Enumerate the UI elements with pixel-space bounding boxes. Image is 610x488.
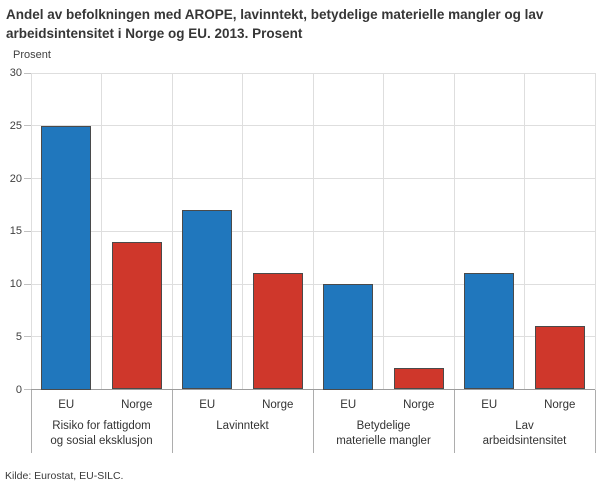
y-tick (24, 178, 31, 179)
group-separator (171, 389, 173, 453)
y-tick-label: 20 (9, 172, 22, 185)
group-separator (30, 389, 32, 453)
bar-eu-g0 (41, 125, 92, 390)
bar-eu-g3 (464, 273, 515, 390)
y-tick (24, 72, 31, 74)
y-tick (24, 283, 31, 285)
group-label-line: arbeidsintensitet (482, 435, 567, 447)
v-gridline (312, 73, 314, 390)
group-label-line: Lavinntekt (216, 420, 269, 432)
y-tick (24, 389, 31, 390)
y-tick (24, 230, 31, 232)
group-label-line: Lav (515, 420, 534, 432)
x-label-eu-g0: EU (58, 399, 75, 411)
x-label-norge-g2: Norge (403, 399, 435, 411)
v-gridline (30, 73, 32, 390)
y-tick (24, 336, 31, 338)
v-gridline (242, 73, 243, 390)
y-tick-label: 0 (15, 383, 22, 396)
y-tick-label: 10 (9, 278, 22, 290)
bar-eu-g2 (323, 284, 374, 390)
v-gridline (101, 73, 102, 390)
x-label-norge-g0: Norge (121, 399, 153, 411)
group-label-line: Risiko for fattigdom (52, 420, 151, 432)
x-label-norge-g1: Norge (262, 399, 294, 411)
v-gridline (453, 73, 455, 390)
group-label-0: Risiko for fattigdom og sosial eksklusjon (31, 419, 172, 449)
bar-norge-g0 (111, 241, 162, 390)
group-label-line: Betydelige (356, 420, 411, 432)
group-label-line: materielle mangler (336, 435, 431, 447)
group-label-3: Lav arbeidsintensitet (454, 419, 595, 449)
y-tick (24, 125, 31, 127)
source-note: Kilde: Eurostat, EU-SILC. (5, 470, 124, 482)
group-separator (594, 389, 596, 453)
v-gridline (524, 73, 525, 390)
y-tick-label: 30 (9, 67, 22, 79)
y-axis-title: Prosent (13, 49, 51, 61)
x-label-eu-g3: EU (481, 399, 498, 411)
group-label-2: Betydelige materielle mangler (313, 419, 454, 449)
v-gridline (594, 73, 596, 390)
v-gridline (383, 73, 384, 390)
bar-norge-g3 (534, 326, 585, 390)
v-gridline (171, 73, 173, 390)
y-tick-label: 15 (9, 225, 22, 238)
group-separator (312, 389, 314, 453)
x-label-norge-g3: Norge (544, 399, 576, 411)
bar-norge-g2 (393, 368, 444, 390)
bar-norge-g1 (252, 273, 303, 390)
y-tick-label: 5 (15, 330, 22, 343)
x-label-eu-g2: EU (340, 399, 357, 411)
group-separator (453, 389, 455, 453)
group-label-line: og sosial eksklusjon (50, 435, 153, 447)
group-label-1: Lavinntekt (172, 419, 313, 434)
bar-eu-g1 (182, 210, 233, 390)
chart-title: Andel av befolkningen med AROPE, lavinnt… (6, 7, 544, 41)
y-tick-label: 25 (9, 119, 22, 132)
x-label-eu-g1: EU (199, 399, 216, 411)
